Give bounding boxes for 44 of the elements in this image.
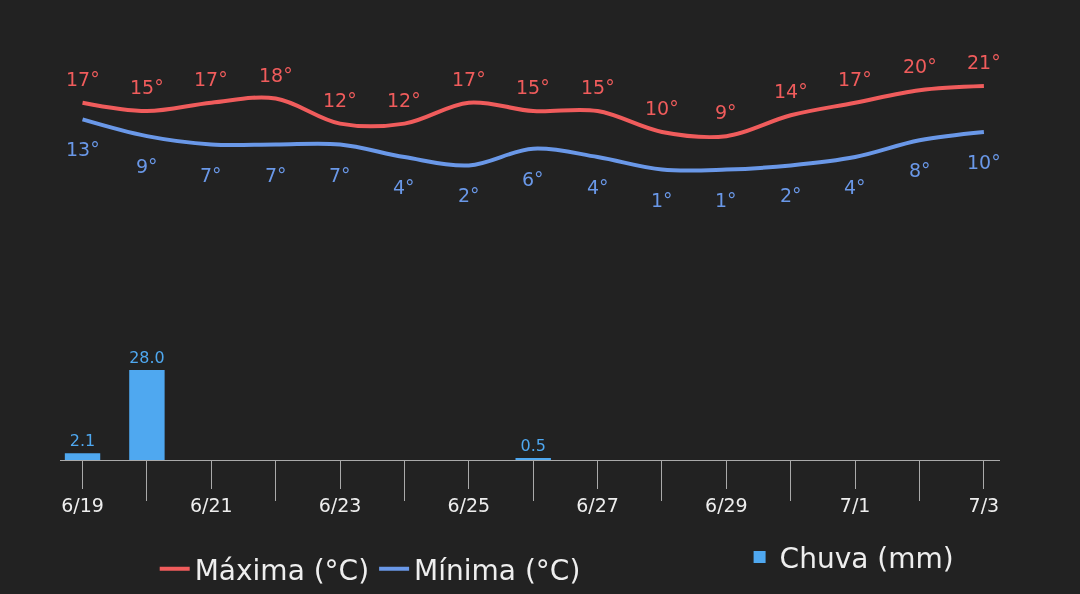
data-label: 7° [329, 164, 351, 186]
data-label: 14° [774, 80, 808, 102]
data-label: 8° [909, 159, 931, 181]
data-label: 12° [323, 89, 357, 111]
data-label: 2° [780, 184, 802, 206]
data-label: 0.5 [520, 436, 546, 455]
data-label: 4° [844, 176, 866, 198]
legend-label: Máxima (°C) [194, 553, 370, 587]
data-label: 17° [66, 68, 100, 90]
data-label: 1° [651, 189, 673, 211]
data-label: 17° [838, 68, 872, 90]
data-label: 6° [522, 168, 544, 190]
data-label: 9° [136, 155, 158, 177]
data-label: 2.1 [69, 431, 96, 451]
data-label: 17° [452, 68, 486, 90]
legend-label: Mínima (°C) [414, 553, 581, 587]
x-tick-label: 6/19 [61, 493, 104, 516]
data-label: 9° [715, 101, 737, 123]
data-label: 15° [581, 76, 615, 98]
data-label: 15° [130, 76, 164, 98]
data-label: 13° [66, 138, 100, 160]
x-tick-label: 7/3 [968, 493, 1000, 516]
x-tick-label: 7/1 [839, 493, 871, 516]
data-label: 28.0 [129, 348, 165, 368]
x-tick-label: 6/29 [705, 493, 748, 516]
x-tick-label: 6/21 [189, 493, 233, 516]
data-label: 21° [967, 51, 1001, 73]
data-label: 1° [715, 189, 737, 211]
data-label: 15° [516, 76, 550, 98]
x-tick-label: 6/23 [318, 493, 362, 516]
data-label: 7° [200, 164, 222, 186]
data-label: 7° [265, 164, 287, 186]
data-label: 10° [645, 97, 679, 119]
data-label: 4° [393, 176, 415, 198]
data-label: 17° [194, 68, 228, 90]
data-label: 20° [903, 55, 937, 77]
data-label: 4° [587, 176, 609, 198]
data-label: 10° [967, 151, 1001, 173]
legend-label: Chuva (mm) [779, 541, 954, 575]
data-label: 18° [259, 64, 293, 86]
x-tick-label: 6/27 [576, 493, 619, 516]
data-label: 2° [458, 184, 480, 206]
x-tick-label: 6/25 [447, 493, 491, 516]
data-label: 12° [387, 89, 421, 111]
